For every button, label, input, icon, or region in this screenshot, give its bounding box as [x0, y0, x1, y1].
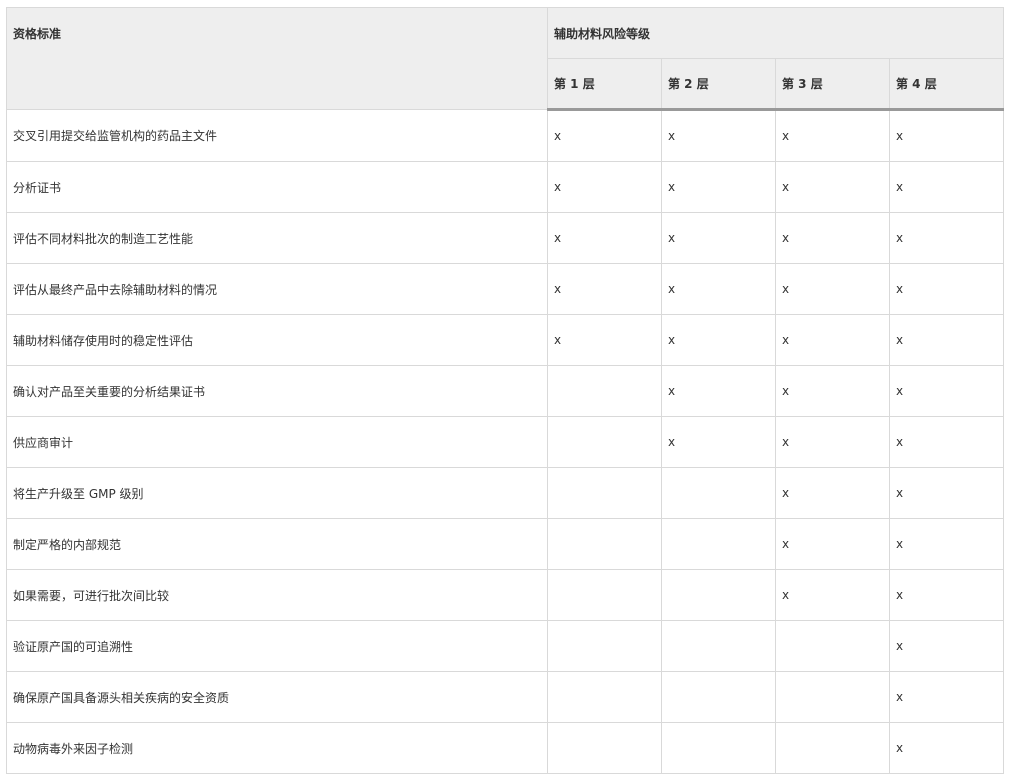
tier-2-cell: x [661, 212, 776, 264]
tier-2-header: 第 2 层 [661, 58, 776, 111]
tier-2-cell: x [661, 263, 776, 315]
tier-2-cell: x [661, 314, 776, 366]
tier-1-cell [547, 671, 662, 723]
risk-level-header: 辅助材料风险等级 [546, 7, 1005, 59]
criteria-header: 资格标准 [6, 7, 548, 110]
table-row: 确保原产国具备源头相关疾病的安全资质 x [6, 671, 1005, 723]
tier-4-cell: x [888, 212, 1005, 264]
tier-4-cell: x [888, 467, 1005, 519]
tier-4-cell: x [888, 620, 1005, 672]
table-row: 动物病毒外来因子检测 x [6, 722, 1005, 774]
tier-2-cell: x [661, 365, 776, 417]
tier-3-header: 第 3 层 [775, 58, 890, 111]
tier-1-cell [547, 569, 662, 621]
table-row: 评估不同材料批次的制造工艺性能 x x x x [6, 212, 1005, 264]
tier-1-cell [547, 467, 662, 519]
tier-3-cell: x [775, 365, 890, 417]
tier-4-cell: x [888, 365, 1005, 417]
criteria-cell: 分析证书 [6, 161, 548, 213]
criteria-cell: 交叉引用提交给监管机构的药品主文件 [6, 109, 548, 162]
criteria-cell: 如果需要，可进行批次间比较 [6, 569, 548, 621]
tier-1-cell [547, 620, 662, 672]
tier-1-cell: x [547, 109, 662, 162]
tier-1-header: 第 1 层 [547, 58, 662, 111]
tier-2-cell: x [661, 161, 776, 213]
table-row: 制定严格的内部规范 x x [6, 518, 1005, 570]
table-row: 交叉引用提交给监管机构的药品主文件 x x x x [6, 109, 1005, 162]
tier-2-cell [661, 722, 776, 774]
tier-4-cell: x [888, 671, 1005, 723]
criteria-cell: 动物病毒外来因子检测 [6, 722, 548, 774]
criteria-cell: 供应商审计 [6, 416, 548, 468]
table-row: 评估从最终产品中去除辅助材料的情况 x x x x [6, 263, 1005, 315]
tier-4-cell: x [888, 263, 1005, 315]
criteria-cell: 评估从最终产品中去除辅助材料的情况 [6, 263, 548, 315]
tier-1-cell: x [547, 212, 662, 264]
tier-3-cell: x [775, 467, 890, 519]
tier-3-cell: x [775, 314, 890, 366]
table-row: 分析证书 x x x x [6, 161, 1005, 213]
tier-4-cell: x [888, 161, 1005, 213]
tier-1-cell [547, 518, 662, 570]
tier-4-header: 第 4 层 [888, 58, 1005, 111]
tier-2-cell: x [661, 416, 776, 468]
table-row: 辅助材料储存使用时的稳定性评估 x x x x [6, 314, 1005, 366]
tier-2-cell [661, 518, 776, 570]
tier-2-cell [661, 467, 776, 519]
tier-4-cell: x [888, 109, 1005, 162]
tier-4-cell: x [888, 314, 1005, 366]
tier-1-cell [547, 722, 662, 774]
tier-3-cell: x [775, 416, 890, 468]
tier-3-cell: x [775, 569, 890, 621]
tier-3-cell: x [775, 263, 890, 315]
tier-4-cell: x [888, 722, 1005, 774]
tier-4-cell: x [888, 569, 1005, 621]
tier-1-cell: x [547, 263, 662, 315]
criteria-cell: 将生产升级至 GMP 级别 [6, 467, 548, 519]
tier-2-cell [661, 671, 776, 723]
tier-1-cell: x [547, 161, 662, 213]
table-row: 确认对产品至关重要的分析结果证书 x x x [6, 365, 1005, 417]
table-row: 供应商审计 x x x [6, 416, 1005, 468]
tier-3-cell [775, 671, 890, 723]
criteria-cell: 确认对产品至关重要的分析结果证书 [6, 365, 548, 417]
tier-2-cell [661, 620, 776, 672]
criteria-cell: 验证原产国的可追溯性 [6, 620, 548, 672]
tier-3-cell: x [775, 109, 890, 162]
tier-4-cell: x [888, 518, 1005, 570]
table-row: 将生产升级至 GMP 级别 x x [6, 467, 1005, 519]
tier-2-cell [661, 569, 776, 621]
tier-1-cell [547, 365, 662, 417]
tier-3-cell: x [775, 518, 890, 570]
criteria-cell: 制定严格的内部规范 [6, 518, 548, 570]
qualification-table: 资格标准 辅助材料风险等级 第 1 层 第 2 层 第 3 层 第 4 层 交叉… [6, 7, 1005, 774]
table-row: 如果需要，可进行批次间比较 x x [6, 569, 1005, 621]
tier-2-cell: x [661, 109, 776, 162]
tier-3-cell [775, 620, 890, 672]
criteria-cell: 评估不同材料批次的制造工艺性能 [6, 212, 548, 264]
tier-1-cell: x [547, 314, 662, 366]
criteria-cell: 辅助材料储存使用时的稳定性评估 [6, 314, 548, 366]
criteria-cell: 确保原产国具备源头相关疾病的安全资质 [6, 671, 548, 723]
tier-1-cell [547, 416, 662, 468]
table-row: 验证原产国的可追溯性 x [6, 620, 1005, 672]
tier-3-cell [775, 722, 890, 774]
tier-4-cell: x [888, 416, 1005, 468]
tier-3-cell: x [775, 161, 890, 213]
tier-3-cell: x [775, 212, 890, 264]
